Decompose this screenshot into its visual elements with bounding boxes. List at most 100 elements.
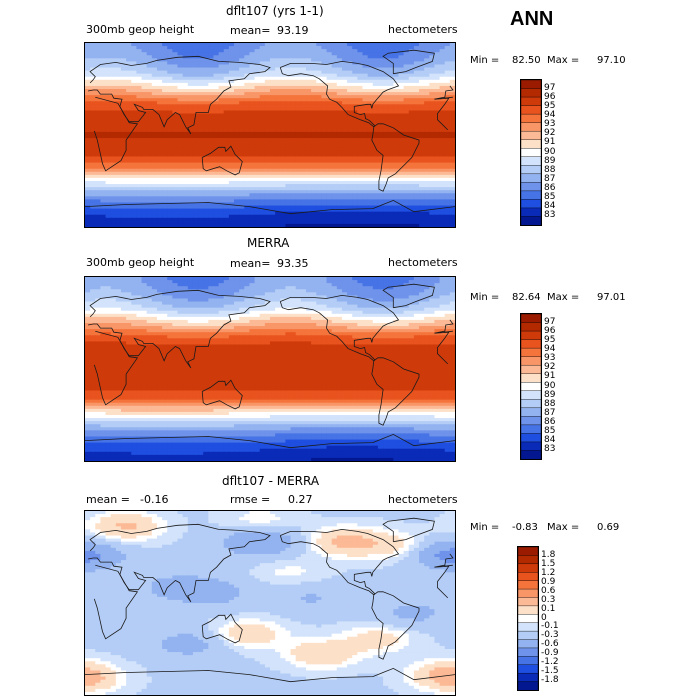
map-cell — [275, 187, 281, 191]
map-cell — [449, 55, 455, 59]
map-cell — [213, 95, 220, 99]
map-cell — [234, 135, 240, 139]
map-cell — [167, 298, 173, 303]
map-cell — [311, 82, 317, 87]
map-cell — [156, 73, 163, 78]
map-cell — [192, 104, 199, 108]
map-cell — [285, 110, 292, 115]
map-cell — [254, 116, 261, 121]
map-cell — [192, 150, 199, 154]
map-cell — [115, 135, 122, 139]
map-cell — [85, 141, 91, 145]
map-cell — [208, 144, 215, 148]
map-cell — [105, 187, 112, 191]
map-cell — [331, 131, 338, 136]
map-cell — [311, 214, 317, 219]
map-cell — [259, 289, 266, 293]
map-cell — [326, 190, 333, 194]
map-cell — [95, 107, 102, 112]
map-cell — [444, 193, 451, 197]
map-cell — [377, 55, 384, 59]
map-cell — [172, 43, 179, 47]
map-cell — [352, 82, 358, 87]
map-cell — [444, 43, 451, 47]
map-cell — [131, 73, 137, 78]
map-cell — [388, 223, 394, 227]
map-cell — [357, 214, 364, 219]
map-cell — [177, 101, 184, 105]
map-cell — [228, 295, 235, 300]
map-cell — [413, 58, 420, 62]
map-cell — [198, 223, 204, 227]
map-cell — [187, 79, 194, 84]
map-cell — [352, 199, 358, 204]
map-cell — [275, 165, 281, 170]
map-cell — [156, 107, 163, 112]
map-cell — [275, 101, 281, 105]
map-cell — [90, 113, 96, 118]
map-cell — [398, 295, 405, 300]
map-cell — [244, 101, 251, 105]
map-cell — [146, 199, 153, 204]
map-cell — [208, 85, 215, 90]
map-cell — [218, 214, 225, 219]
map-cell — [439, 196, 446, 200]
map-cell — [151, 283, 158, 287]
map-cell — [398, 104, 405, 108]
map-cell — [136, 73, 143, 78]
map-cell — [372, 101, 379, 105]
map-cell — [413, 110, 420, 115]
map-cell — [203, 141, 209, 145]
map-cell — [239, 73, 245, 78]
map-cell — [172, 141, 179, 145]
map-cell — [120, 70, 127, 75]
map-cell — [141, 131, 148, 136]
map-cell — [336, 174, 343, 179]
map-cell — [208, 171, 215, 176]
map-cell — [85, 144, 91, 148]
map-cell — [213, 110, 220, 115]
map-cell — [100, 61, 107, 66]
map-cell — [413, 67, 420, 72]
map-cell — [167, 61, 173, 66]
map-cell — [429, 107, 436, 112]
map-cell — [439, 107, 446, 112]
map-cell — [326, 107, 333, 112]
map-cell — [264, 208, 271, 213]
map-cell — [110, 190, 117, 194]
map-cell — [316, 147, 322, 151]
map-cell — [311, 196, 317, 200]
map-cell — [223, 79, 230, 84]
map-cell — [151, 79, 158, 84]
map-cell — [244, 107, 251, 112]
map-cell — [352, 190, 358, 194]
map-cell — [275, 46, 281, 50]
map-cell — [177, 61, 184, 66]
map-cell — [377, 135, 384, 139]
map-cell — [290, 52, 297, 56]
map-cell — [126, 98, 132, 102]
map-cell — [372, 193, 379, 197]
map-cell — [259, 107, 266, 112]
map-cell — [239, 171, 245, 176]
map-cell — [259, 92, 266, 96]
map-cell — [352, 70, 358, 75]
map-cell — [388, 147, 394, 151]
map-cell — [146, 298, 153, 303]
map-cell — [398, 162, 405, 167]
map-cell — [115, 89, 122, 93]
map-cell — [203, 46, 209, 50]
map-cell — [439, 153, 446, 158]
map-cell — [419, 292, 425, 296]
map-cell — [300, 211, 307, 216]
map-cell — [110, 110, 117, 115]
map-cell — [141, 64, 148, 69]
map-cell — [177, 159, 184, 164]
map-cell — [367, 162, 374, 167]
map-cell — [110, 128, 117, 133]
map-cell — [398, 181, 405, 185]
map-cell — [429, 193, 436, 197]
map-cell — [408, 153, 415, 158]
map-cell — [187, 70, 194, 75]
map-cell — [305, 135, 312, 139]
